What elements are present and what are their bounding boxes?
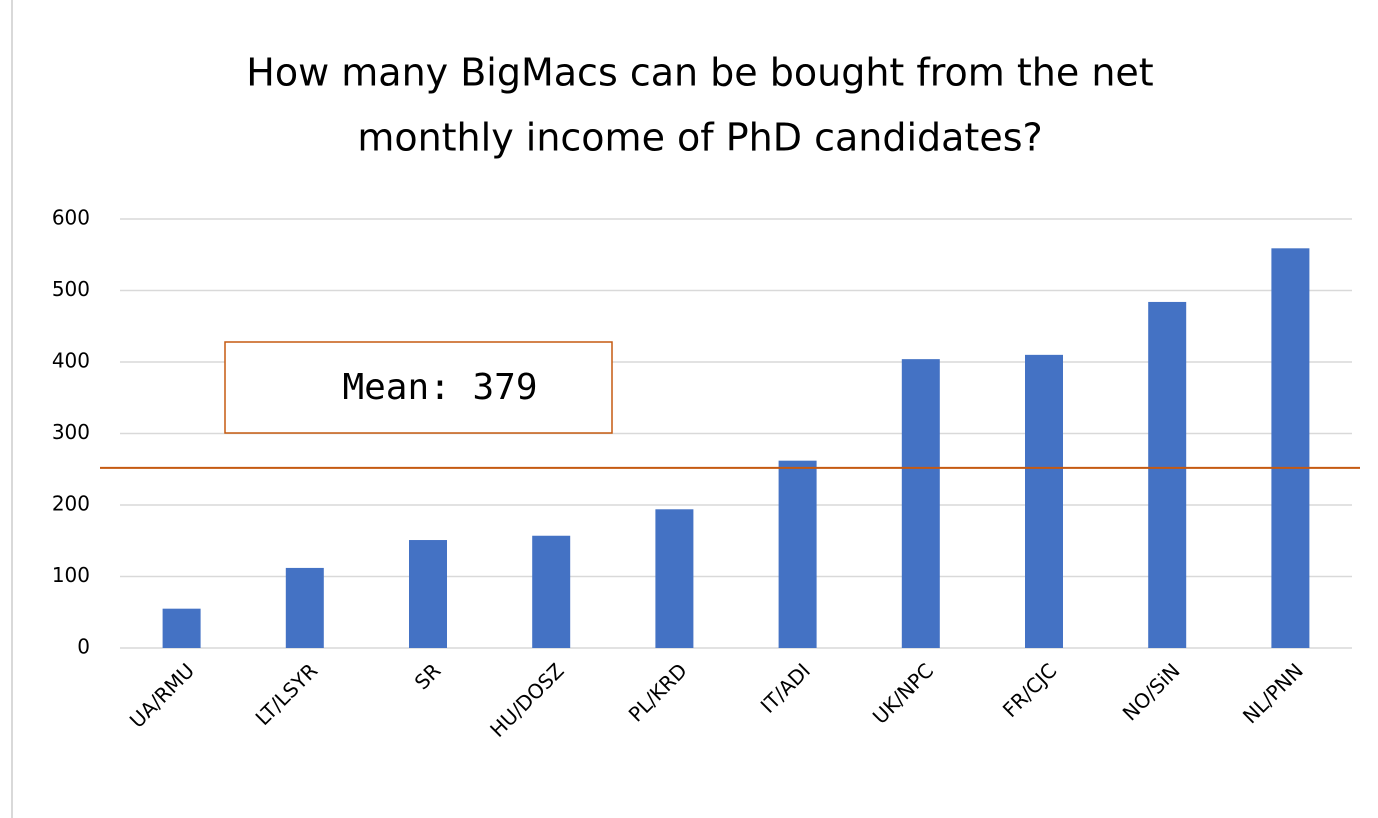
- x-tick-label: FR/CJC: [998, 658, 1062, 722]
- x-tick-label: NO/SiN: [1118, 658, 1185, 725]
- bar: [532, 535, 571, 648]
- y-tick-label: 400: [52, 349, 90, 373]
- y-tick-label: 100: [52, 563, 90, 587]
- bar: [901, 359, 940, 648]
- y-tick-label: 200: [52, 492, 90, 516]
- bar: [778, 460, 817, 648]
- y-tick-label: 0: [77, 635, 90, 659]
- x-tick-label: NL/PNN: [1238, 658, 1308, 728]
- x-tick-label: HU/DOSZ: [485, 658, 568, 741]
- annotation-box: [224, 341, 613, 434]
- bar: [162, 608, 201, 648]
- x-tick-label: UA/RMU: [125, 658, 199, 732]
- x-tick-label: SR: [410, 658, 446, 694]
- bar: [1025, 354, 1063, 648]
- y-tick-label: 500: [52, 277, 90, 301]
- bar: [1271, 248, 1310, 648]
- x-tick-label: LT/LSYR: [251, 658, 323, 730]
- annotation: Mean: 379: [342, 367, 537, 408]
- y-tick-label: 300: [52, 420, 90, 444]
- chart-title: How many BigMacs can be bought from the …: [246, 51, 1153, 95]
- bar: [655, 509, 694, 648]
- bar: [285, 567, 324, 648]
- bar: [409, 540, 447, 648]
- chart-title: monthly income of PhD candidates?: [357, 116, 1042, 160]
- x-tick-label: IT/ADI: [756, 658, 815, 717]
- bar: [1148, 301, 1187, 648]
- x-tick-label: PL/KRD: [624, 658, 692, 726]
- x-tick-label: UK/NPC: [868, 658, 938, 728]
- y-tick-label: 600: [52, 206, 90, 230]
